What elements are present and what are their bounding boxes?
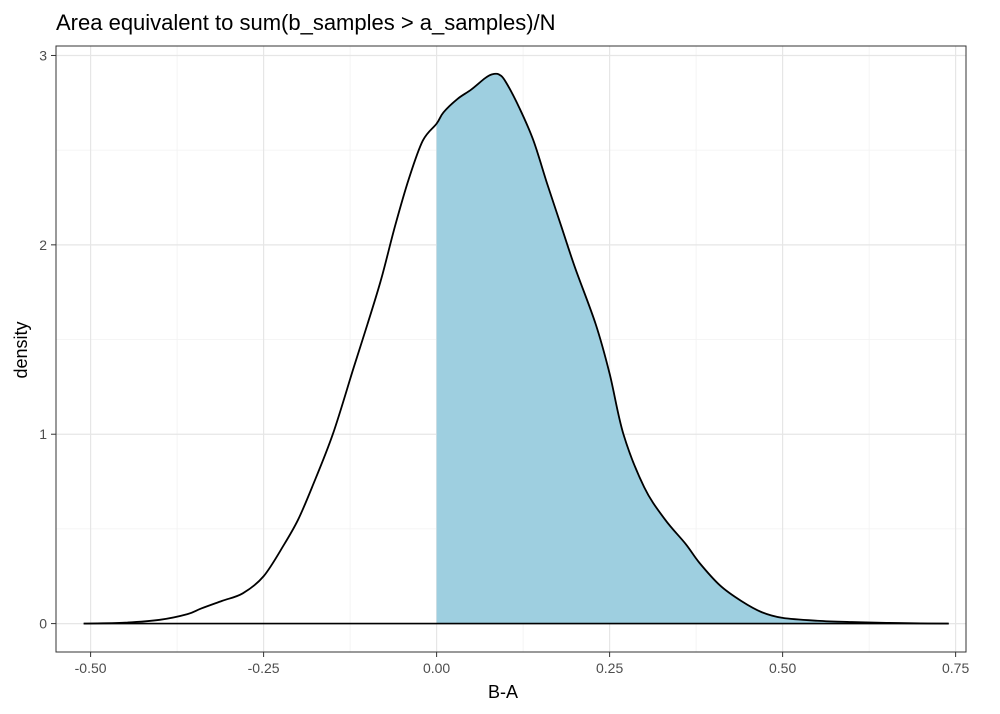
density-line-layer <box>83 72 949 625</box>
x-tick-label: 0.50 <box>769 660 796 676</box>
y-tick-label: 2 <box>39 237 47 253</box>
shaded-area <box>436 73 949 624</box>
y-tick-label: 0 <box>39 616 47 632</box>
shaded-area-layer <box>436 73 949 624</box>
y-tick-label: 3 <box>39 47 47 63</box>
density-curve <box>83 72 949 625</box>
chart-title: Area equivalent to sum(b_samples > a_sam… <box>56 10 556 35</box>
y-tick-label: 1 <box>39 426 47 442</box>
y-axis: 0 1 2 3 <box>39 47 56 632</box>
y-axis-title: density <box>11 321 31 378</box>
plot-panel-border <box>55 45 967 653</box>
x-tick-label: -0.50 <box>75 660 107 676</box>
x-tick-label: 0.25 <box>596 660 623 676</box>
x-tick-label: 0.00 <box>423 660 450 676</box>
x-tick-label: -0.25 <box>248 660 280 676</box>
x-axis: -0.50 -0.25 0.00 0.25 0.50 0.75 <box>75 652 969 676</box>
x-axis-title: B-A <box>488 682 518 702</box>
x-tick-label: 0.75 <box>942 660 969 676</box>
